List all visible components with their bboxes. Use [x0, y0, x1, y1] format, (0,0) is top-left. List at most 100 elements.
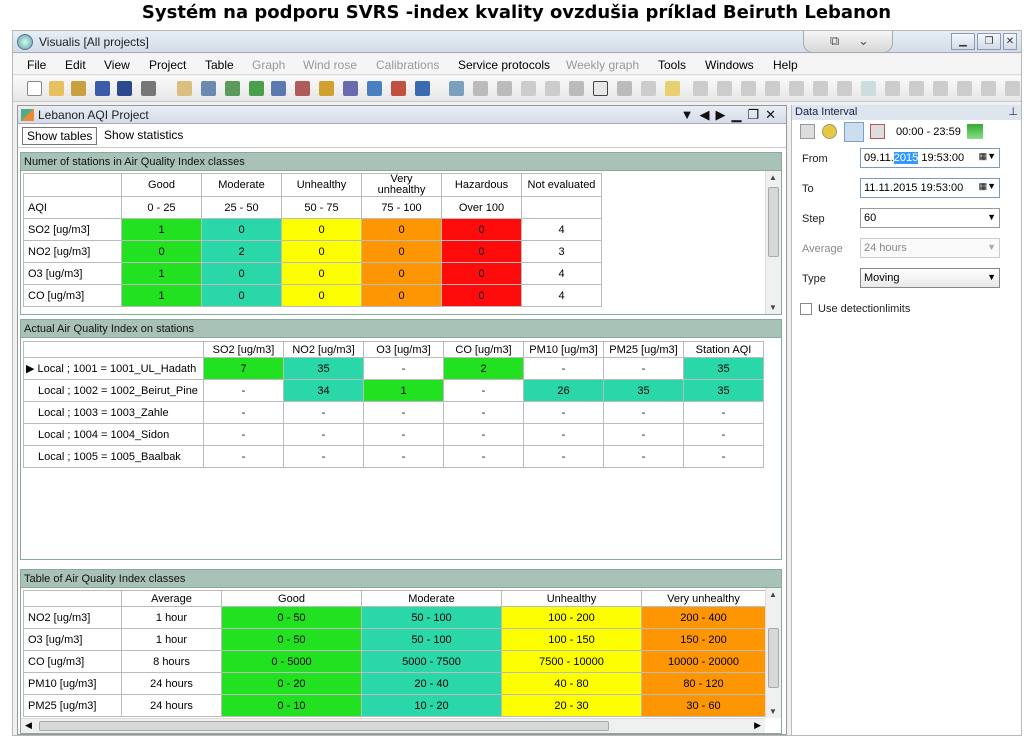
scroll-down-icon[interactable]: ▼	[769, 707, 777, 716]
pollutant-label[interactable]: PM10 [ug/m3]	[23, 672, 122, 695]
menu-project[interactable]: Project	[149, 58, 187, 72]
table-cell[interactable]: -	[283, 423, 364, 446]
table-cell[interactable]: 200 - 400	[641, 606, 766, 629]
menu-weekly-graph[interactable]: Weekly graph	[566, 58, 640, 72]
table-cell[interactable]: 0	[361, 218, 442, 241]
table-row[interactable]: PM25 [ug/m3] 24 hours 0 - 10 10 - 20 20 …	[23, 694, 766, 717]
detection-limits-checkbox[interactable]	[800, 303, 812, 315]
print-icon[interactable]	[141, 81, 156, 96]
table-cell[interactable]: 20 - 40	[361, 672, 502, 695]
table-cell[interactable]: -	[603, 423, 684, 446]
copy-icon[interactable]	[765, 81, 780, 96]
unvalidate-icon[interactable]	[885, 81, 900, 96]
ribbon-toggle[interactable]: ⧉ ⌄	[803, 31, 893, 53]
table-cell[interactable]: 8 hours	[121, 650, 222, 673]
calendar-dropdown-icon[interactable]: ▦▼	[978, 181, 996, 191]
table-cell[interactable]: 50 - 100	[361, 606, 502, 629]
vertical-scrollbar[interactable]: ▲ ▼	[765, 588, 781, 718]
table-cell[interactable]: -	[683, 445, 764, 468]
table-cell[interactable]: 0	[281, 240, 362, 263]
undo-icon[interactable]	[717, 81, 732, 96]
table-icon[interactable]	[449, 81, 464, 96]
station-label[interactable]: Local ; 1005 = 1005_Baalbak	[23, 445, 204, 468]
table-cell[interactable]: -	[683, 423, 764, 446]
table-row[interactable]: NO2 [ug/m3] 1 hour 0 - 50 50 - 100 100 -…	[23, 606, 766, 629]
table-cell[interactable]: -	[363, 423, 444, 446]
pause-icon[interactable]	[957, 81, 972, 96]
table-cell[interactable]: 0	[201, 218, 282, 241]
table-cell[interactable]: AQI	[23, 196, 122, 219]
table-cell[interactable]: 2	[443, 357, 524, 380]
menu-edit[interactable]: Edit	[65, 58, 86, 72]
calc-icon[interactable]	[343, 81, 358, 96]
scroll-up-icon[interactable]: ▲	[769, 590, 777, 599]
table-row[interactable]: NO2 [ug/m3] 0 2 0 0 0 3	[23, 240, 602, 263]
table-cell[interactable]: 26	[523, 379, 604, 402]
vertical-scrollbar[interactable]: ▲ ▼	[765, 171, 781, 314]
table-cell[interactable]: 1	[121, 284, 202, 307]
dropdown-icon[interactable]: ▼	[680, 107, 700, 122]
table-cell[interactable]: -	[523, 401, 604, 424]
table-cell[interactable]: 7	[203, 357, 284, 380]
open-icon[interactable]	[49, 81, 64, 96]
table-cell[interactable]: -	[203, 401, 284, 424]
table-cell[interactable]: 50 - 75	[281, 196, 362, 219]
maximize-button[interactable]: ❐	[977, 33, 1001, 50]
table-cell[interactable]: -	[363, 357, 444, 380]
filter-icon[interactable]	[981, 81, 996, 96]
s-icon[interactable]	[593, 81, 608, 96]
table-row[interactable]: O3 [ug/m3] 1 hour 0 - 50 50 - 100 100 - …	[23, 628, 766, 651]
grid2-icon[interactable]	[813, 81, 828, 96]
table-cell[interactable]: 1 hour	[121, 606, 222, 629]
table-cell[interactable]: -	[363, 445, 444, 468]
table-cell[interactable]: 5000 - 7500	[361, 650, 502, 673]
table-cell[interactable]: -	[683, 401, 764, 424]
pollutant-label[interactable]: CO [ug/m3]	[23, 650, 122, 673]
menu-graph[interactable]: Graph	[252, 58, 286, 72]
table-row[interactable]: Local ; 1003 = 1003_Zahle - - - - - - -	[23, 401, 764, 424]
table-row[interactable]: SO2 [ug/m3] 1 0 0 0 0 4	[23, 218, 602, 241]
table-cell[interactable]: 35	[683, 357, 764, 380]
table-cell[interactable]: 1	[121, 262, 202, 285]
scroll-up-icon[interactable]: ▲	[769, 173, 777, 182]
menu-table[interactable]: Table	[205, 58, 234, 72]
save-all-icon[interactable]	[117, 81, 132, 96]
table-cell[interactable]: 80 - 120	[641, 672, 766, 695]
station-label[interactable]: Local ; 1004 = 1004_Sidon	[23, 423, 204, 446]
menu-windows[interactable]: Windows	[705, 58, 754, 72]
pencil-icon[interactable]	[693, 81, 708, 96]
graph-m-icon[interactable]	[473, 81, 488, 96]
table-cell[interactable]: 0 - 20	[221, 672, 362, 695]
menu-service-protocols[interactable]: Service protocols	[458, 58, 551, 72]
table-cell[interactable]: 0	[361, 240, 442, 263]
edit-icon[interactable]	[569, 81, 584, 96]
table-cell[interactable]: 4	[521, 262, 602, 285]
table-cell[interactable]: 0	[121, 240, 202, 263]
table-cell[interactable]: -	[443, 401, 524, 424]
table-cell[interactable]: 0	[441, 218, 522, 241]
calendar-dropdown-icon[interactable]: ▦▼	[978, 151, 996, 161]
table-cell[interactable]: -	[443, 423, 524, 446]
chevron-down-icon[interactable]: ⌄	[858, 33, 869, 48]
pollutant-label[interactable]: O3 [ug/m3]	[23, 628, 122, 651]
table-cell[interactable]: 10000 - 20000	[641, 650, 766, 673]
detection-limits-label[interactable]: Use detectionlimits	[818, 303, 911, 315]
table-cell[interactable]: 4	[521, 284, 602, 307]
pollutant-label[interactable]: PM25 [ug/m3]	[23, 694, 122, 717]
report-icon[interactable]	[201, 81, 216, 96]
table-cell[interactable]: 20 - 30	[501, 694, 642, 717]
table-row[interactable]: CO [ug/m3] 8 hours 0 - 5000 5000 - 7500 …	[23, 650, 766, 673]
table-row[interactable]: Local ; 1004 = 1004_Sidon - - - - - - -	[23, 423, 764, 446]
validate-icon[interactable]	[861, 81, 876, 96]
search-icon[interactable]	[909, 81, 924, 96]
table-cell[interactable]: 35	[283, 357, 364, 380]
table-cell[interactable]: 24 hours	[121, 694, 222, 717]
table-cell[interactable]: -	[603, 401, 684, 424]
scroll-left-icon[interactable]: ◀	[25, 720, 32, 730]
rose-icon[interactable]	[641, 81, 656, 96]
table-cell[interactable]: 0	[361, 262, 442, 285]
zoom-icon[interactable]	[415, 81, 430, 96]
table-cell[interactable]: 0 - 50	[221, 606, 362, 629]
table-cell[interactable]: 0	[281, 262, 362, 285]
chevron-down-icon[interactable]: ▼	[987, 242, 996, 252]
